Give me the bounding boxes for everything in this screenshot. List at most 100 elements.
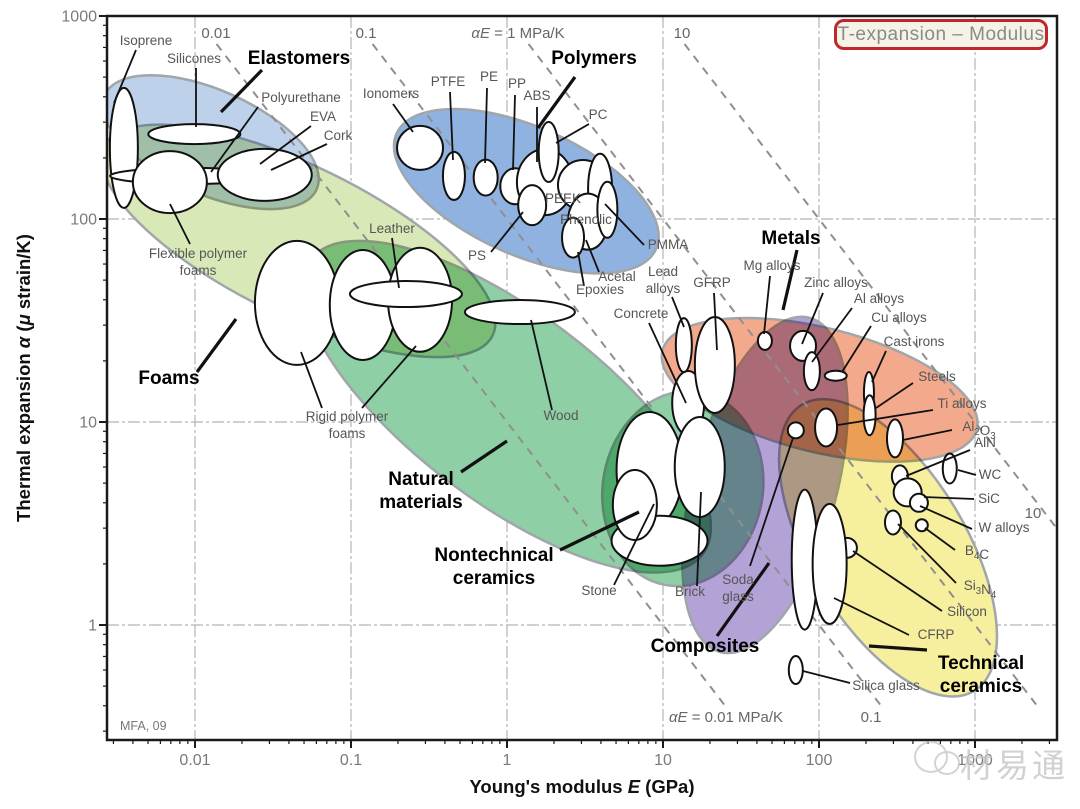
leader-ps (490, 211, 524, 253)
label-natural-materials: Natural (388, 469, 453, 490)
label-b4c: B4C (965, 543, 989, 562)
bubble-rigid-polymer-foams-a (253, 239, 340, 366)
label-phenolic: Phenolic (560, 212, 612, 227)
leader-soda-glass (749, 437, 794, 567)
label-steels: Steels (918, 369, 956, 384)
leader-sic (923, 496, 975, 500)
label-elastomers: Elastomers (248, 48, 350, 69)
bubble-ps (517, 184, 548, 227)
leader-cfrp (833, 597, 910, 636)
leader-eva (259, 125, 312, 165)
bubble-gfrp (693, 315, 736, 414)
label-mg-alloys: Mg alloys (743, 258, 800, 273)
label-gfrp: GFRP (693, 275, 731, 290)
label-pp: PP (508, 76, 526, 91)
label-metals: Metals (761, 228, 820, 249)
label-pc: PC (589, 107, 608, 122)
leader-composites (715, 562, 771, 637)
label-epoxies: Epoxies (576, 282, 624, 297)
label-w-alloys: W alloys (978, 520, 1029, 535)
label-silicones: Silicones (167, 51, 221, 66)
guideline-label-1-0: αE = 1 MPa/K (471, 25, 564, 42)
label-pmma: PMMA (648, 237, 689, 252)
bubble-ti-alloys (814, 407, 839, 448)
leader-ionomers (392, 103, 414, 133)
chart-title-badge: T-expansion – Modulus (834, 19, 1048, 50)
bubble-wc (941, 452, 958, 485)
leader-polyurethane (210, 106, 259, 173)
bubble-si3n4 (883, 509, 902, 536)
label-technical-ceramics: Technical (938, 653, 1024, 674)
leader-b4c (924, 527, 956, 551)
leader-al-alloys (811, 307, 853, 363)
label-rigid-polymer-foams-line2: foams (329, 426, 366, 441)
leader-elastomers (219, 68, 264, 114)
leader-cork (270, 143, 328, 171)
label-al-alloys: Al alloys (854, 291, 905, 306)
x-tick-label-10: 10 (654, 752, 672, 769)
label-nontechnical-ceramics: Nontechnical (434, 545, 553, 566)
bubble-leather (348, 280, 463, 309)
label-aln: AlN (974, 435, 996, 450)
leader-nontechnical-ceramics (559, 510, 640, 552)
guideline-label-0.1-0: 0.1 (356, 25, 377, 42)
y-tick-label-1: 1 (88, 618, 97, 635)
x-tick-label-1000: 1000 (957, 752, 993, 769)
y-tick-label-10: 10 (79, 415, 97, 432)
guideline-1 (527, 43, 1039, 707)
leader-lead-alloys (671, 296, 685, 328)
label-sic: SiC (978, 491, 1000, 506)
guideline-label-10-1: 10 (1025, 505, 1042, 522)
label-al2o3: Al2O3 (962, 419, 995, 442)
label-soda-glass: Soda (722, 572, 754, 587)
leader-si3n4 (897, 523, 957, 584)
label-pe: PE (480, 69, 498, 84)
leader-leather (391, 237, 400, 289)
leader-silica-glass (802, 670, 851, 684)
source-note: MFA, 09 (120, 719, 167, 733)
label-ti-alloys: Ti alloys (937, 396, 986, 411)
leader-stone (613, 503, 655, 586)
chart-title: T-expansion – Modulus (837, 23, 1045, 45)
x-tick-label-100: 100 (806, 752, 833, 769)
y-tick-label-100: 100 (70, 212, 97, 229)
bubble-cu-alloys (823, 369, 848, 382)
label-abs: ABS (523, 88, 550, 103)
leader-foams (195, 318, 238, 373)
label-wood: Wood (543, 408, 578, 423)
label-concrete: Concrete (614, 306, 669, 321)
leader-al2o3 (902, 429, 953, 441)
leader-polymers (536, 76, 577, 129)
guideline-10 (683, 43, 1057, 531)
label-flexible-polymer-foams: Flexible polymer (149, 246, 248, 261)
guideline-0.01 (215, 43, 727, 707)
leader-pmma (604, 203, 645, 246)
leader-concrete (648, 322, 687, 404)
leader-ptfe (449, 91, 454, 161)
bubble-lead-alloys (674, 317, 693, 374)
bubble-steels (862, 394, 877, 437)
label-ionomers: Ionomers (363, 86, 420, 101)
bubble-silica-glass (787, 655, 804, 686)
leader-isoprene (113, 49, 137, 104)
x-tick-label-0.01: 0.01 (179, 752, 210, 769)
bubble-flexible-polymer-foams (131, 150, 208, 215)
label-eva: EVA (310, 109, 336, 124)
bubble-silicones (147, 123, 242, 146)
leader-metals (781, 249, 799, 311)
x-axis-title: Young's modulus E (GPa) (469, 776, 694, 797)
leader-technical-ceramics (868, 644, 928, 652)
leader-steels (875, 382, 914, 409)
leader-pp (512, 94, 516, 171)
label-peek: PEEK (545, 191, 581, 206)
x-tick-label-0.1: 0.1 (340, 752, 362, 769)
leader-gfrp (713, 292, 718, 351)
label-flexible-polymer-foams-line2: foams (180, 263, 217, 278)
bubble-ptfe (441, 150, 466, 201)
bubble-soda-glass (786, 421, 805, 440)
leader-epoxies (577, 251, 585, 287)
bubble-stone-brick-cluster-b (611, 469, 658, 542)
bubble-al2o3 (885, 418, 904, 459)
bubble-ionomers (396, 124, 445, 171)
